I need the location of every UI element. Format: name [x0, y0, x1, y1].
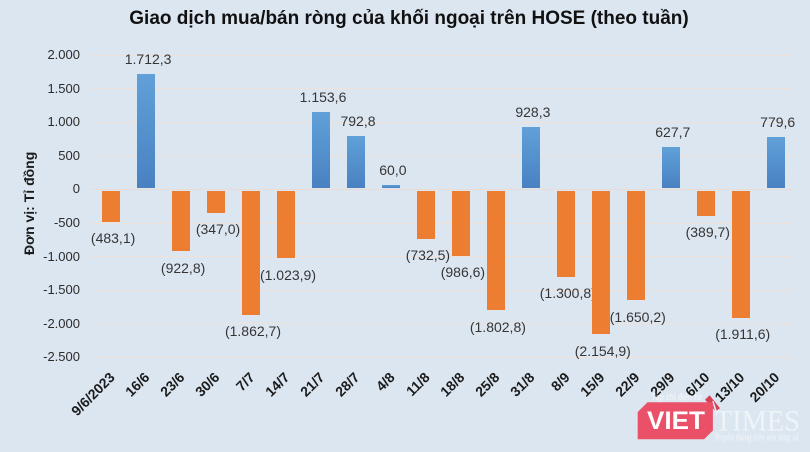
- svg-text:Tạp chí điện tử: Tạp chí điện tử: [652, 392, 702, 404]
- svg-text:Truyền thông trên nền tảng số: Truyền thông trên nền tảng số: [715, 433, 799, 444]
- svg-text:VIET: VIET: [647, 407, 705, 435]
- svg-text:TIMES: TIMES: [715, 406, 800, 438]
